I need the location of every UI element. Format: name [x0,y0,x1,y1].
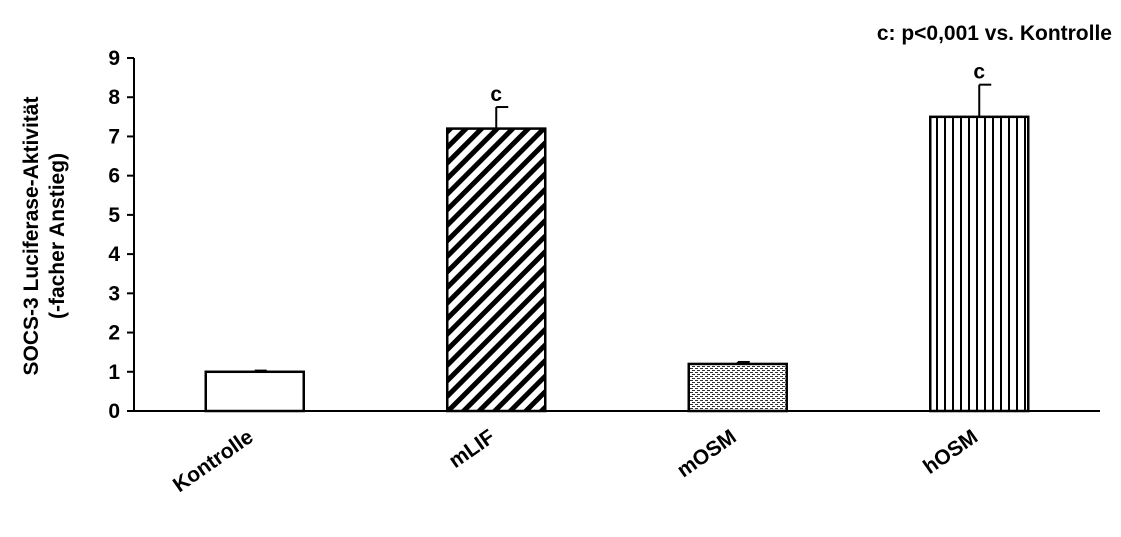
bars: cc [204,61,1030,413]
y-axis-label-line1: SOCS-3 Luciferase-Aktivität [20,97,43,376]
y-tick-label: 3 [108,282,120,305]
y-axis-label-line2: (-facher Anstieg) [46,153,69,319]
significance-note: c: p<0,001 vs. Kontrolle [877,22,1112,45]
x-tick-label: hOSM [919,425,982,479]
y-tick-label: 7 [108,125,120,148]
y-tick-label: 1 [108,361,120,384]
bar-kontrolle [204,370,305,413]
bar-mosm [687,362,788,413]
x-tick-label: mOSM [673,425,741,482]
y-axis-ticks: 0 1 2 3 4 5 6 7 8 9 [108,47,134,423]
x-axis-tick-labels: Kontrolle mLIF mOSM hOSM [169,425,982,497]
y-tick-label: 4 [108,243,120,266]
y-tick-label: 5 [108,204,120,227]
x-tick-label: Kontrolle [169,425,258,497]
bar-mlif [446,127,547,413]
y-tick-label: 8 [108,86,120,109]
x-tick-label: mLIF [445,425,499,473]
bar-hosm [929,115,1030,413]
y-tick-label: 0 [108,400,120,423]
significance-marker: c [490,83,502,106]
significance-marker: c [973,61,985,84]
y-tick-label: 2 [108,322,120,345]
y-tick-label: 6 [108,165,120,188]
y-tick-label: 9 [108,47,120,70]
